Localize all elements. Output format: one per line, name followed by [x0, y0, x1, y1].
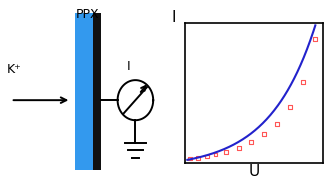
Point	[261, 133, 267, 136]
Point	[287, 106, 292, 109]
Point	[195, 156, 200, 159]
Text: I: I	[127, 60, 130, 73]
Point	[313, 37, 318, 40]
Point	[300, 80, 305, 83]
Y-axis label: I: I	[171, 10, 176, 26]
Point	[249, 140, 254, 143]
Text: PPX: PPX	[76, 8, 100, 21]
Point	[274, 122, 280, 125]
Bar	[75, 13, 98, 170]
Point	[236, 146, 241, 149]
Bar	[93, 13, 101, 170]
Point	[213, 153, 218, 156]
Point	[204, 155, 209, 158]
X-axis label: U: U	[248, 164, 259, 179]
Text: K⁺: K⁺	[7, 63, 22, 76]
Point	[223, 150, 228, 153]
Point	[187, 157, 192, 160]
